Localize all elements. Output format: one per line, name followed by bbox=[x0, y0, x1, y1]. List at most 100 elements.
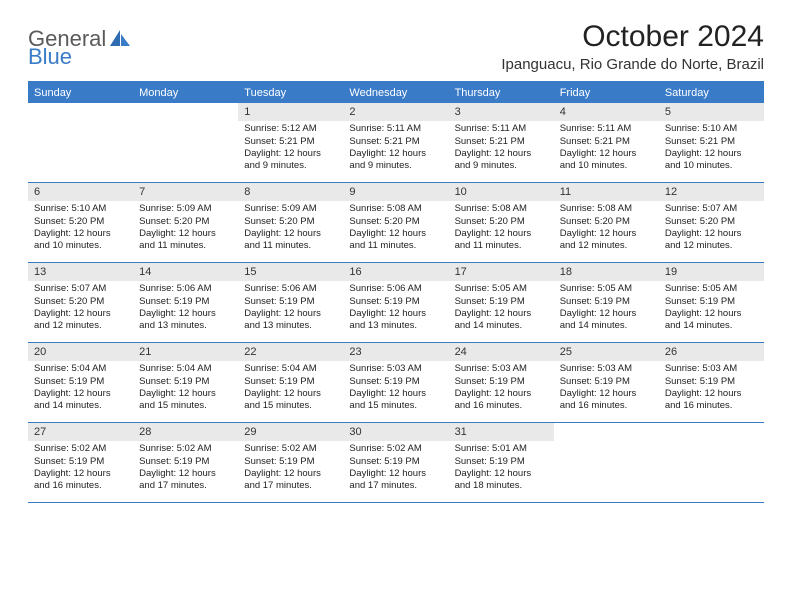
calendar-cell: 22Sunrise: 5:04 AMSunset: 5:19 PMDayligh… bbox=[238, 343, 343, 422]
cell-body: Sunrise: 5:06 AMSunset: 5:19 PMDaylight:… bbox=[238, 281, 343, 338]
cell-body: Sunrise: 5:09 AMSunset: 5:20 PMDaylight:… bbox=[133, 201, 238, 258]
sunrise-text: Sunrise: 5:04 AM bbox=[244, 363, 337, 375]
day-header-cell: Friday bbox=[554, 83, 659, 103]
sunrise-text: Sunrise: 5:06 AM bbox=[349, 283, 442, 295]
cell-body: Sunrise: 5:02 AMSunset: 5:19 PMDaylight:… bbox=[28, 441, 133, 498]
day-number: 17 bbox=[449, 263, 554, 281]
daylight-text: and 13 minutes. bbox=[139, 320, 232, 332]
day-number: 14 bbox=[133, 263, 238, 281]
day-header-cell: Saturday bbox=[659, 83, 764, 103]
day-number: 27 bbox=[28, 423, 133, 441]
calendar-cell: 18Sunrise: 5:05 AMSunset: 5:19 PMDayligh… bbox=[554, 263, 659, 342]
daylight-text: Daylight: 12 hours bbox=[349, 388, 442, 400]
calendar-cell: 12Sunrise: 5:07 AMSunset: 5:20 PMDayligh… bbox=[659, 183, 764, 262]
calendar-cell bbox=[133, 103, 238, 182]
sunrise-text: Sunrise: 5:03 AM bbox=[665, 363, 758, 375]
daylight-text: and 9 minutes. bbox=[455, 160, 548, 172]
day-number: 22 bbox=[238, 343, 343, 361]
sunrise-text: Sunrise: 5:04 AM bbox=[139, 363, 232, 375]
daylight-text: and 10 minutes. bbox=[560, 160, 653, 172]
daylight-text: and 13 minutes. bbox=[244, 320, 337, 332]
cell-body: Sunrise: 5:05 AMSunset: 5:19 PMDaylight:… bbox=[554, 281, 659, 338]
cell-body: Sunrise: 5:04 AMSunset: 5:19 PMDaylight:… bbox=[238, 361, 343, 418]
daylight-text: and 9 minutes. bbox=[349, 160, 442, 172]
sunset-text: Sunset: 5:21 PM bbox=[560, 136, 653, 148]
sunrise-text: Sunrise: 5:09 AM bbox=[244, 203, 337, 215]
daylight-text: and 11 minutes. bbox=[349, 240, 442, 252]
calendar-cell bbox=[28, 103, 133, 182]
sunrise-text: Sunrise: 5:11 AM bbox=[455, 123, 548, 135]
page: General October 2024 Ipanguacu, Rio Gran… bbox=[0, 0, 792, 523]
daylight-text: Daylight: 12 hours bbox=[560, 308, 653, 320]
daylight-text: Daylight: 12 hours bbox=[244, 468, 337, 480]
cell-body bbox=[659, 441, 764, 501]
calendar-cell: 1Sunrise: 5:12 AMSunset: 5:21 PMDaylight… bbox=[238, 103, 343, 182]
sunset-text: Sunset: 5:19 PM bbox=[455, 296, 548, 308]
week-row: 27Sunrise: 5:02 AMSunset: 5:19 PMDayligh… bbox=[28, 423, 764, 503]
week-row: 20Sunrise: 5:04 AMSunset: 5:19 PMDayligh… bbox=[28, 343, 764, 423]
daylight-text: and 17 minutes. bbox=[244, 480, 337, 492]
daylight-text: and 12 minutes. bbox=[560, 240, 653, 252]
cell-body: Sunrise: 5:04 AMSunset: 5:19 PMDaylight:… bbox=[28, 361, 133, 418]
daylight-text: Daylight: 12 hours bbox=[34, 468, 127, 480]
calendar-cell: 16Sunrise: 5:06 AMSunset: 5:19 PMDayligh… bbox=[343, 263, 448, 342]
daylight-text: Daylight: 12 hours bbox=[244, 228, 337, 240]
calendar-cell: 15Sunrise: 5:06 AMSunset: 5:19 PMDayligh… bbox=[238, 263, 343, 342]
sunrise-text: Sunrise: 5:08 AM bbox=[455, 203, 548, 215]
logo-blue-wrap: Blue bbox=[28, 44, 72, 70]
daylight-text: Daylight: 12 hours bbox=[244, 308, 337, 320]
day-header-cell: Sunday bbox=[28, 83, 133, 103]
daylight-text: and 16 minutes. bbox=[560, 400, 653, 412]
cell-body: Sunrise: 5:03 AMSunset: 5:19 PMDaylight:… bbox=[449, 361, 554, 418]
sunset-text: Sunset: 5:19 PM bbox=[349, 296, 442, 308]
sunrise-text: Sunrise: 5:02 AM bbox=[244, 443, 337, 455]
cell-body: Sunrise: 5:06 AMSunset: 5:19 PMDaylight:… bbox=[133, 281, 238, 338]
daylight-text: and 9 minutes. bbox=[244, 160, 337, 172]
calendar-cell: 7Sunrise: 5:09 AMSunset: 5:20 PMDaylight… bbox=[133, 183, 238, 262]
daylight-text: Daylight: 12 hours bbox=[34, 388, 127, 400]
daylight-text: Daylight: 12 hours bbox=[349, 308, 442, 320]
daylight-text: Daylight: 12 hours bbox=[665, 388, 758, 400]
daylight-text: and 10 minutes. bbox=[34, 240, 127, 252]
calendar-cell: 25Sunrise: 5:03 AMSunset: 5:19 PMDayligh… bbox=[554, 343, 659, 422]
day-header-cell: Tuesday bbox=[238, 83, 343, 103]
week-row: 6Sunrise: 5:10 AMSunset: 5:20 PMDaylight… bbox=[28, 183, 764, 263]
cell-body: Sunrise: 5:11 AMSunset: 5:21 PMDaylight:… bbox=[343, 121, 448, 178]
sunset-text: Sunset: 5:19 PM bbox=[244, 296, 337, 308]
sunrise-text: Sunrise: 5:05 AM bbox=[455, 283, 548, 295]
sunrise-text: Sunrise: 5:02 AM bbox=[349, 443, 442, 455]
sunrise-text: Sunrise: 5:01 AM bbox=[455, 443, 548, 455]
daylight-text: Daylight: 12 hours bbox=[455, 148, 548, 160]
sunrise-text: Sunrise: 5:11 AM bbox=[349, 123, 442, 135]
week-row: 1Sunrise: 5:12 AMSunset: 5:21 PMDaylight… bbox=[28, 103, 764, 183]
day-number: 4 bbox=[554, 103, 659, 121]
weeks-container: 1Sunrise: 5:12 AMSunset: 5:21 PMDaylight… bbox=[28, 103, 764, 503]
daylight-text: and 14 minutes. bbox=[665, 320, 758, 332]
daylight-text: Daylight: 12 hours bbox=[349, 148, 442, 160]
day-number: 12 bbox=[659, 183, 764, 201]
sunset-text: Sunset: 5:20 PM bbox=[560, 216, 653, 228]
sunrise-text: Sunrise: 5:03 AM bbox=[560, 363, 653, 375]
sunset-text: Sunset: 5:19 PM bbox=[34, 376, 127, 388]
daylight-text: and 16 minutes. bbox=[455, 400, 548, 412]
daylight-text: and 10 minutes. bbox=[665, 160, 758, 172]
sunset-text: Sunset: 5:21 PM bbox=[455, 136, 548, 148]
sunrise-text: Sunrise: 5:10 AM bbox=[34, 203, 127, 215]
sunrise-text: Sunrise: 5:02 AM bbox=[139, 443, 232, 455]
cell-body: Sunrise: 5:06 AMSunset: 5:19 PMDaylight:… bbox=[343, 281, 448, 338]
day-number: 20 bbox=[28, 343, 133, 361]
daylight-text: and 11 minutes. bbox=[244, 240, 337, 252]
calendar-cell: 14Sunrise: 5:06 AMSunset: 5:19 PMDayligh… bbox=[133, 263, 238, 342]
cell-body bbox=[554, 441, 659, 501]
daylight-text: Daylight: 12 hours bbox=[349, 228, 442, 240]
cell-body: Sunrise: 5:09 AMSunset: 5:20 PMDaylight:… bbox=[238, 201, 343, 258]
sunset-text: Sunset: 5:19 PM bbox=[560, 296, 653, 308]
day-number: 21 bbox=[133, 343, 238, 361]
daylight-text: and 14 minutes. bbox=[455, 320, 548, 332]
calendar-cell: 21Sunrise: 5:04 AMSunset: 5:19 PMDayligh… bbox=[133, 343, 238, 422]
day-number: 2 bbox=[343, 103, 448, 121]
daylight-text: and 14 minutes. bbox=[560, 320, 653, 332]
day-number: 13 bbox=[28, 263, 133, 281]
sunrise-text: Sunrise: 5:12 AM bbox=[244, 123, 337, 135]
sunset-text: Sunset: 5:19 PM bbox=[349, 456, 442, 468]
